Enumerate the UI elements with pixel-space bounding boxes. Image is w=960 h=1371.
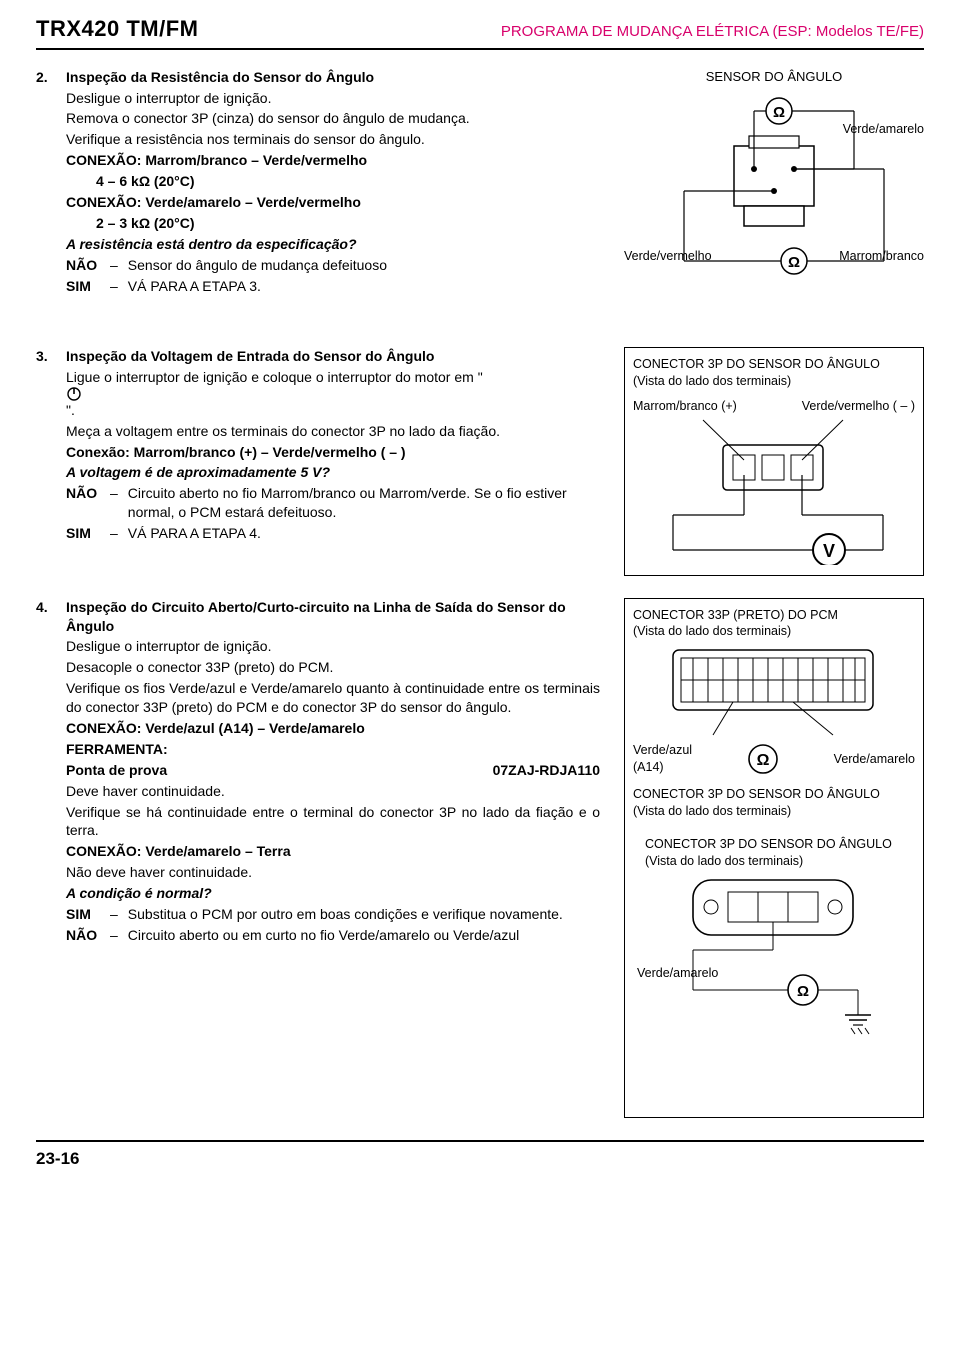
fig2-title: CONECTOR 3P DO SENSOR DO ÂNGULO bbox=[633, 356, 915, 373]
fig3-vam: Verde/amarelo bbox=[834, 751, 915, 768]
svg-text:Ω: Ω bbox=[797, 983, 809, 1000]
fig3-s3: (Vista do lado dos terminais) bbox=[645, 853, 915, 870]
fig1-lbl-top: Verde/amarelo bbox=[843, 121, 924, 138]
s4-l3: Verifique os fios Verde/azul e Verde/ama… bbox=[66, 679, 600, 717]
s2-c2v: 2 – 3 kΩ (20°C) bbox=[96, 214, 470, 233]
step-4-title: Inspeção do Circuito Aberto/Curto-circui… bbox=[66, 598, 600, 636]
s4-l2: Desacople o conector 33P (preto) do PCM. bbox=[66, 658, 600, 677]
fig3-s1: (Vista do lado dos terminais) bbox=[633, 623, 915, 640]
s4-l1: Desligue o interruptor de ignição. bbox=[66, 637, 600, 656]
s4-c1: CONEXÃO: Verde/azul (A14) – Verde/amarel… bbox=[66, 719, 600, 738]
s3-sim-row: SIM – VÁ PARA A ETAPA 4. bbox=[66, 524, 600, 543]
s3-l1a: Ligue o interruptor de ignição e coloque… bbox=[66, 369, 483, 385]
program-title: PROGRAMA DE MUDANÇA ELÉTRICA (ESP: Model… bbox=[501, 22, 924, 42]
step-3-title: Inspeção da Voltagem de Entrada do Senso… bbox=[66, 347, 600, 366]
step-4-row: 4. Inspeção do Circuito Aberto/Curto-cir… bbox=[36, 598, 924, 1118]
fig1-title: SENSOR DO ÂNGULO bbox=[624, 68, 924, 86]
s4-sim-row: SIM – Substitua o PCM por outro em boas … bbox=[66, 905, 600, 924]
dash: – bbox=[110, 905, 122, 924]
step-2-text: 2. Inspeção da Resistência do Sensor do … bbox=[36, 68, 600, 325]
fig3-va2: (A14) bbox=[633, 759, 692, 776]
svg-text:Ω: Ω bbox=[756, 752, 769, 769]
ohm-meter-icon: Ω bbox=[746, 742, 780, 776]
s4-tool-name: Ponta de prova bbox=[66, 761, 167, 780]
fig3-t1: CONECTOR 33P (PRETO) DO PCM bbox=[633, 607, 915, 624]
s3-l1b: ". bbox=[66, 402, 75, 418]
step-4-num: 4. bbox=[36, 598, 56, 945]
s2-nao: NÃO bbox=[66, 256, 104, 275]
s2-q: A resistência está dentro da especificaç… bbox=[66, 235, 470, 254]
figure-2: CONECTOR 3P DO SENSOR DO ÂNGULO (Vista d… bbox=[624, 347, 924, 576]
dash: – bbox=[110, 524, 122, 543]
s2-sim: SIM bbox=[66, 277, 104, 296]
fig1-lbl-right: Marrom/branco bbox=[839, 248, 924, 265]
fig3-va: Verde/azul bbox=[633, 742, 692, 759]
fig2-lbl-right: Verde/vermelho ( – ) bbox=[802, 398, 915, 415]
figure-3: CONECTOR 33P (PRETO) DO PCM (Vista do la… bbox=[624, 598, 924, 1118]
fig1-lbl-left: Verde/vermelho bbox=[624, 248, 712, 265]
s2-c2: CONEXÃO: Verde/amarelo – Verde/vermelho bbox=[66, 193, 470, 212]
s4-nao: NÃO bbox=[66, 926, 104, 945]
page-header: TRX420 TM/FM PROGRAMA DE MUDANÇA ELÉTRIC… bbox=[36, 14, 924, 50]
dash: – bbox=[110, 277, 122, 296]
s3-q: A voltagem é de aproximadamente 5 V? bbox=[66, 463, 600, 482]
fig3-t2: CONECTOR 3P DO SENSOR DO ÂNGULO bbox=[633, 786, 915, 803]
s2-sim-row: SIM – VÁ PARA A ETAPA 3. bbox=[66, 277, 470, 296]
page-number: 23-16 bbox=[36, 1142, 924, 1171]
s3-sim: SIM bbox=[66, 524, 104, 543]
dash: – bbox=[110, 926, 122, 945]
s4-sim: SIM bbox=[66, 905, 104, 924]
s4-q: A condição é normal? bbox=[66, 884, 600, 903]
s3-nao: NÃO bbox=[66, 484, 104, 522]
step-3-row: 3. Inspeção da Voltagem de Entrada do Se… bbox=[36, 347, 924, 576]
s4-c2: CONEXÃO: Verde/amarelo – Terra bbox=[66, 842, 600, 861]
figure-1: SENSOR DO ÂNGULO Ω Ω bbox=[624, 68, 924, 325]
s4-l5: Verifique se há continuidade entre o ter… bbox=[66, 803, 600, 841]
s2-sim-t: VÁ PARA A ETAPA 3. bbox=[128, 277, 470, 296]
s3-l2: Meça a voltagem entre os terminais do co… bbox=[66, 422, 600, 441]
s4-l4: Deve haver continuidade. bbox=[66, 782, 600, 801]
s4-tool-lbl: FERRAMENTA: bbox=[66, 740, 600, 759]
s3-c1: Conexão: Marrom/branco (+) – Verde/verme… bbox=[66, 443, 600, 462]
fig3-t3: CONECTOR 3P DO SENSOR DO ÂNGULO bbox=[645, 836, 915, 853]
model-label: TRX420 TM/FM bbox=[36, 14, 198, 44]
fig3-bottom: Verde/amarelo bbox=[637, 965, 919, 982]
fig3-s2: (Vista do lado dos terminais) bbox=[633, 803, 915, 820]
step-3-num: 3. bbox=[36, 347, 56, 543]
s2-l3: Verifique a resistência nos terminais do… bbox=[66, 130, 470, 149]
fig2-svg: V bbox=[633, 415, 913, 565]
s4-nao-t: Circuito aberto ou em curto no fio Verde… bbox=[128, 926, 600, 945]
s3-l1: Ligue o interruptor de ignição e coloque… bbox=[66, 368, 600, 420]
dash: – bbox=[110, 484, 122, 522]
s2-nao-t: Sensor do ângulo de mudança defeituoso bbox=[128, 256, 470, 275]
fig3-svg2: Ω bbox=[633, 870, 913, 1040]
step-4-text: 4. Inspeção do Circuito Aberto/Curto-cir… bbox=[36, 598, 600, 1118]
s2-c1: CONEXÃO: Marrom/branco – Verde/vermelho bbox=[66, 151, 470, 170]
page: TRX420 TM/FM PROGRAMA DE MUDANÇA ELÉTRIC… bbox=[0, 0, 960, 1191]
s2-l2: Remova o conector 3P (cinza) do sensor d… bbox=[66, 109, 470, 128]
s4-nao-row: NÃO – Circuito aberto ou em curto no fio… bbox=[66, 926, 600, 945]
s4-l6: Não deve haver continuidade. bbox=[66, 863, 600, 882]
step-2-title: Inspeção da Resistência do Sensor do Âng… bbox=[66, 68, 470, 87]
fig2-lbl-left: Marrom/branco (+) bbox=[633, 398, 737, 415]
dash: – bbox=[110, 256, 122, 275]
s4-tool-code: 07ZAJ-RDJA110 bbox=[493, 761, 600, 780]
s4-tool-row: Ponta de prova 07ZAJ-RDJA110 bbox=[66, 761, 600, 780]
fig2-sub: (Vista do lado dos terminais) bbox=[633, 373, 915, 390]
svg-text:Ω: Ω bbox=[773, 104, 785, 121]
step-2-num: 2. bbox=[36, 68, 56, 296]
s2-nao-row: NÃO – Sensor do ângulo de mudança defeit… bbox=[66, 256, 470, 275]
step-3-text: 3. Inspeção da Voltagem de Entrada do Se… bbox=[36, 347, 600, 576]
step-2-row: 2. Inspeção da Resistência do Sensor do … bbox=[36, 68, 924, 325]
engine-run-icon bbox=[66, 387, 82, 401]
s3-nao-row: NÃO – Circuito aberto no fio Marrom/bran… bbox=[66, 484, 600, 522]
s2-l1: Desligue o interruptor de ignição. bbox=[66, 89, 470, 108]
s4-sim-t: Substitua o PCM por outro em boas condiç… bbox=[128, 905, 600, 924]
s3-sim-t: VÁ PARA A ETAPA 4. bbox=[128, 524, 600, 543]
s2-c1v: 4 – 6 kΩ (20°C) bbox=[96, 172, 470, 191]
s3-nao-t: Circuito aberto no fio Marrom/branco ou … bbox=[128, 484, 600, 522]
svg-text:V: V bbox=[823, 541, 835, 561]
